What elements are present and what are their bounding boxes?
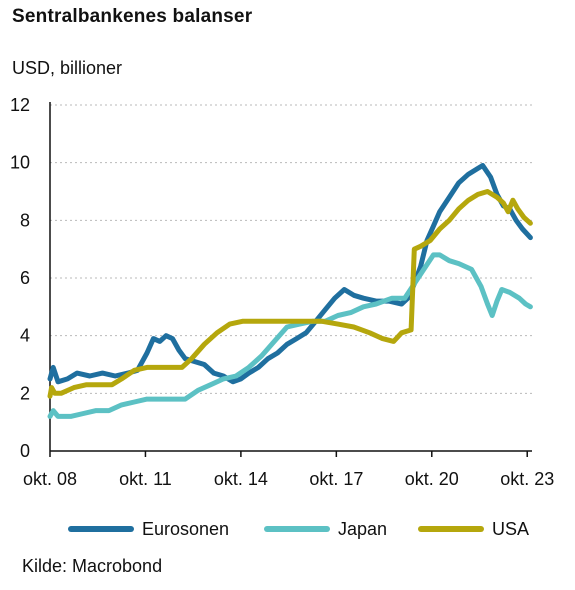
y-tick-label: 6 — [20, 268, 30, 288]
y-axis-unit-label: USD, billioner — [12, 58, 123, 78]
legend: Eurosonen Japan USA — [0, 514, 575, 544]
x-axis-ticks: okt. 08 okt. 11 okt. 14 okt. 17 okt. 20 okt. … — [23, 451, 554, 489]
y-tick-label: 10 — [10, 153, 30, 173]
axes — [49, 102, 532, 452]
x-tick-label: okt. 17 — [309, 469, 363, 489]
series-lines — [47, 163, 533, 419]
x-tick-label: okt. 23 — [500, 469, 554, 489]
x-tick-label: okt. 11 — [119, 469, 172, 489]
legend-item-usa: USA — [418, 514, 529, 544]
x-tick-label: okt. 08 — [23, 469, 77, 489]
legend-item-japan: Japan — [264, 514, 387, 544]
y-tick-label: 2 — [20, 383, 30, 403]
legend-label-eurosonen: Eurosonen — [142, 518, 230, 539]
grid-lines — [50, 104, 532, 394]
chart-title: Sentralbankenes balanser — [12, 6, 253, 27]
x-tick-label: okt. 20 — [405, 469, 459, 489]
x-tick-label: okt. 14 — [214, 469, 268, 489]
legend-swatch-usa — [418, 526, 484, 532]
series-line-eurosonen — [47, 163, 533, 385]
y-tick-label: 0 — [20, 441, 30, 461]
legend-swatch-japan — [264, 526, 330, 532]
source-note: Kilde: Macrobond — [22, 556, 163, 576]
legend-label-usa: USA — [492, 518, 530, 539]
y-tick-label: 12 — [10, 95, 30, 115]
series-line-usa — [47, 189, 533, 399]
y-tick-label: 4 — [20, 326, 30, 346]
legend-item-eurosonen: Eurosonen — [68, 514, 229, 544]
y-tick-label: 8 — [20, 210, 30, 230]
legend-label-japan: Japan — [338, 518, 388, 539]
legend-swatch-eurosonen — [68, 526, 134, 532]
y-axis-ticks: 0 2 4 6 8 10 12 — [10, 95, 30, 461]
